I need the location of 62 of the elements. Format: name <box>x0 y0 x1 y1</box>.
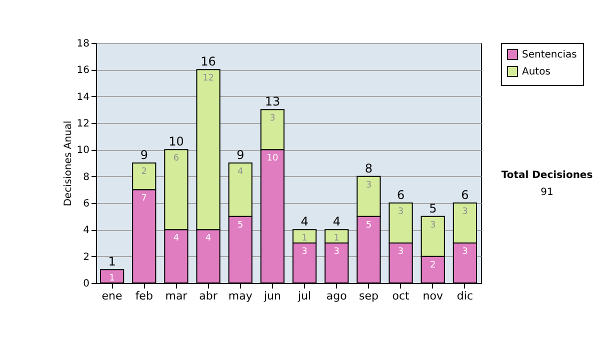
y-tick-label: 0 <box>83 278 90 290</box>
x-tick-label: jun <box>262 290 281 302</box>
y-tick-label: 8 <box>83 172 90 183</box>
y-tick-label: 14 <box>76 92 90 103</box>
total-label: 4 <box>332 214 340 229</box>
total-label: 13 <box>264 94 280 109</box>
data-label: 4 <box>205 234 212 244</box>
data-label: 5 <box>238 220 244 230</box>
y-tick-label: 16 <box>76 65 90 76</box>
text: Total Decisiones <box>500 170 594 181</box>
total-label: 4 <box>300 214 308 229</box>
data-label: 12 <box>202 74 214 84</box>
data-label: 3 <box>366 180 372 190</box>
data-label: 5 <box>366 220 372 230</box>
x-tick-label: mar <box>165 290 188 302</box>
x-tick-label: feb <box>135 290 153 302</box>
data-label: 3 <box>270 114 276 124</box>
total-label: 6 <box>396 188 405 202</box>
data-label: 3 <box>430 220 436 230</box>
y-tick-label: 2 <box>83 252 90 263</box>
data-label: 2 <box>141 167 147 177</box>
total-label: 8 <box>364 161 373 176</box>
total-label: 16 <box>200 54 216 69</box>
y-tick-label: 6 <box>83 198 90 210</box>
text: 91 <box>540 187 554 198</box>
x-tick-label: dic <box>456 290 474 302</box>
data-label: 3 <box>462 207 468 217</box>
data-label: 4 <box>173 234 180 244</box>
data-label: 1 <box>334 234 340 244</box>
x-tick-label: ene <box>102 290 123 302</box>
data-label: 3 <box>398 207 404 217</box>
data-label: 3 <box>302 247 308 257</box>
x-tick-label: jul <box>296 290 312 302</box>
x-tick-label: ago <box>326 290 348 302</box>
y-tick-label: 4 <box>83 225 90 236</box>
data-label: 1 <box>109 274 115 284</box>
data-label: 1 <box>302 234 308 244</box>
total-label: 9 <box>140 148 148 162</box>
data-label: 2 <box>430 260 436 270</box>
data-label: 3 <box>462 247 468 257</box>
x-tick-label: nov <box>422 290 444 302</box>
x-tick-label: oct <box>392 290 410 302</box>
data-label: 3 <box>398 247 404 257</box>
y-tick-label: 18 <box>76 38 90 50</box>
total-label: 5 <box>429 201 437 216</box>
data-label: 7 <box>141 194 147 204</box>
total-label: 1 <box>108 254 116 269</box>
y-tick-label: 12 <box>76 118 90 130</box>
data-label: 6 <box>173 154 180 164</box>
x-tick-label: abr <box>199 290 218 302</box>
legend-label: Sentencias <box>522 50 577 60</box>
data-label: 10 <box>266 154 278 164</box>
data-label: 3 <box>334 247 340 257</box>
x-tick-label: sep <box>358 290 378 302</box>
y-axis-title: Decisiones Anual <box>62 120 74 206</box>
y-tick-label: 10 <box>76 145 90 156</box>
x-tick-label: may <box>228 290 253 302</box>
total-label: 6 <box>461 188 469 202</box>
legend-label: Autos <box>522 66 550 78</box>
total-label: 10 <box>168 134 184 149</box>
total-label: 9 <box>236 148 244 162</box>
data-label: 4 <box>238 167 244 177</box>
